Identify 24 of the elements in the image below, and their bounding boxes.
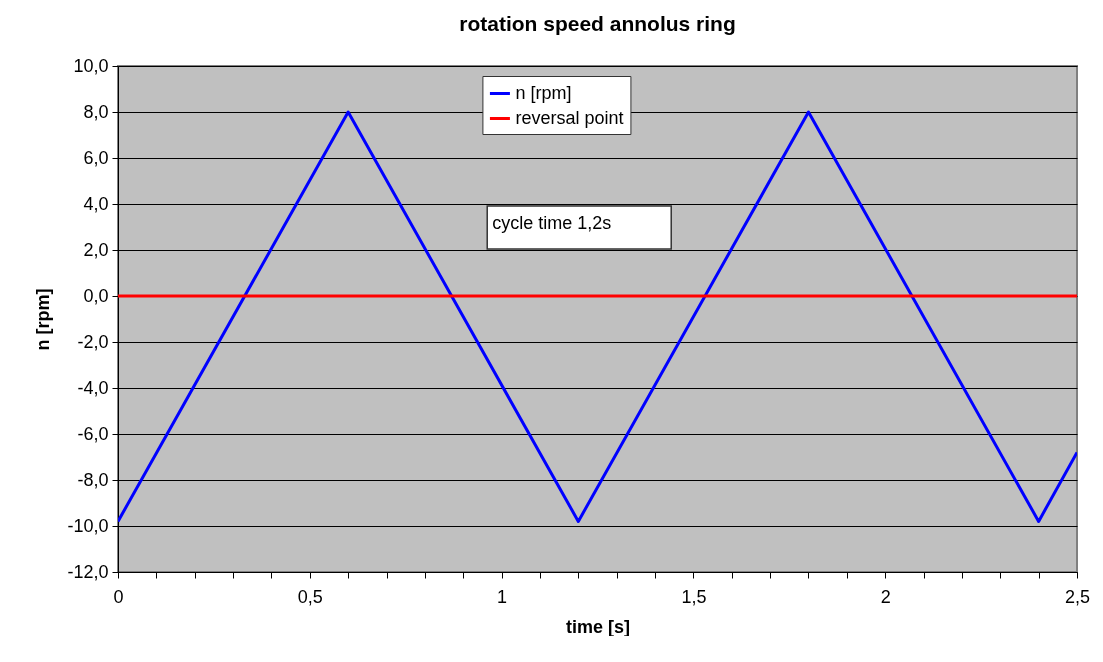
x-tick-label: 1 [497,586,508,607]
y-tick-label: -8,0 [77,469,109,490]
y-tick-label: -2,0 [77,331,109,352]
x-axis-title: time [s] [565,616,631,637]
y-tick-label: 6,0 [83,147,109,168]
x-tick-label: 0,5 [297,586,323,607]
annotation: cycle time 1,2s [492,213,612,233]
legend-label: reversal point [515,107,624,128]
y-tick-label: -12,0 [67,561,109,582]
y-tick-label: 4,0 [83,193,109,214]
chart-title: rotation speed annolus ring [459,12,736,35]
y-tick-label: -4,0 [77,377,109,398]
y-tick-label: -10,0 [67,515,109,536]
x-tick-label: 2,5 [1064,586,1091,607]
y-tick-label: 10,0 [73,55,109,76]
x-tick-label: 1,5 [681,586,707,607]
y-tick-label: 8,0 [83,101,109,122]
x-tick-label: 2 [880,586,891,607]
y-tick-label: -6,0 [77,423,109,444]
x-tick-label: 0 [113,586,124,607]
y-axis-title: n [rpm] [33,288,54,351]
y-tick-label: 0,0 [83,285,109,306]
legend-label: n [rpm] [515,82,572,103]
y-tick-label: 2,0 [83,239,109,260]
